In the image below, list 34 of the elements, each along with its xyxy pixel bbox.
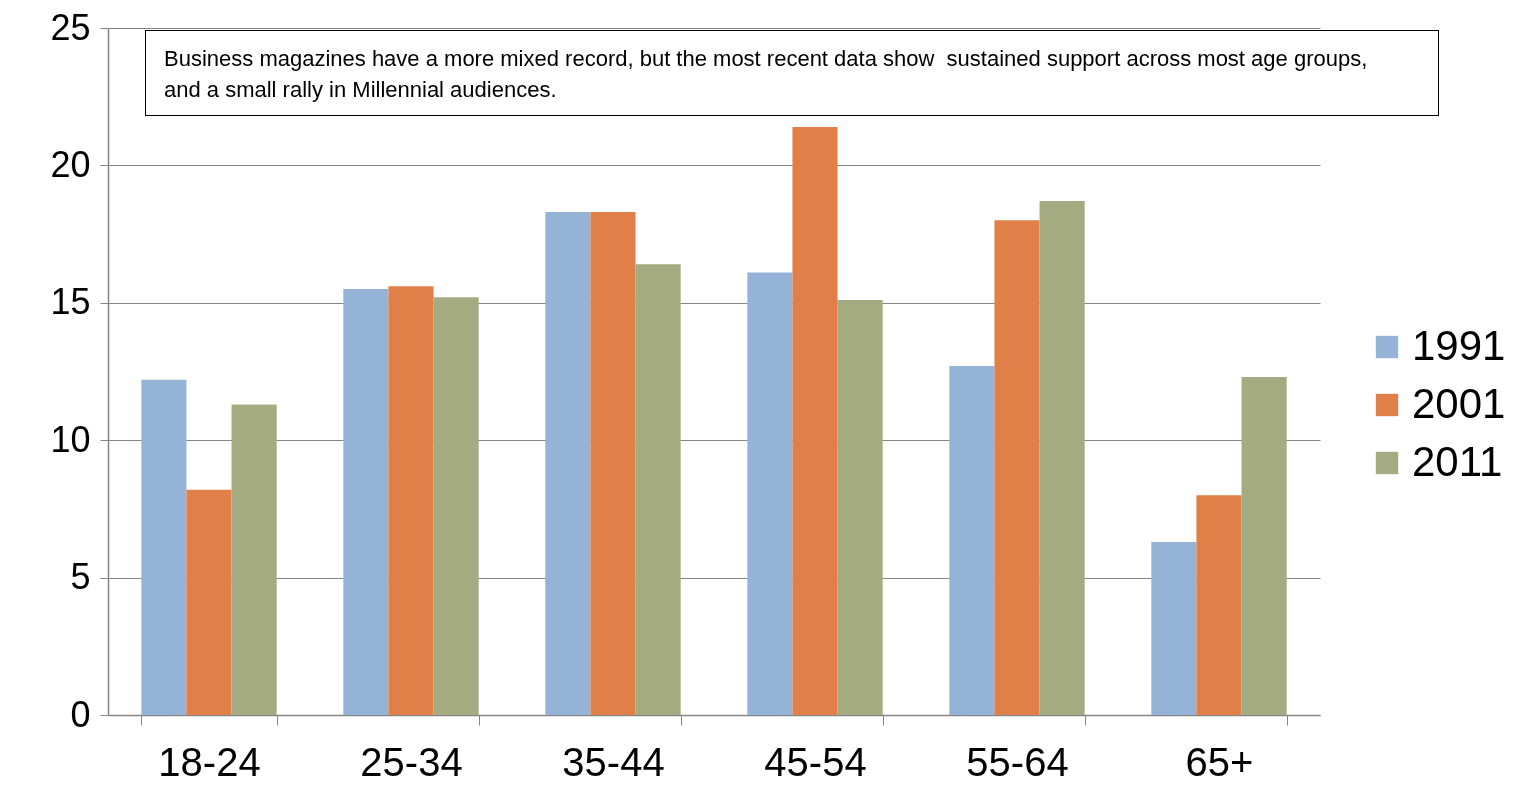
x-tick-label: 55-64	[966, 739, 1069, 784]
bar	[792, 126, 838, 715]
bar	[433, 297, 479, 715]
bar	[343, 289, 389, 715]
y-tick-label: 20	[50, 143, 91, 185]
bar	[994, 220, 1040, 715]
bar	[1039, 201, 1085, 715]
legend-label: 2011	[1412, 438, 1503, 485]
y-tick-label: 15	[50, 281, 91, 323]
bar	[388, 286, 434, 715]
bar	[1196, 495, 1242, 715]
bar	[747, 272, 793, 715]
x-tick-label: 25-34	[360, 739, 463, 784]
bar	[635, 264, 681, 715]
legend-label: 2001	[1412, 380, 1506, 427]
bar	[590, 212, 636, 715]
bar	[231, 404, 277, 715]
y-tick-label: 10	[50, 418, 91, 460]
bar	[141, 379, 187, 715]
legend-label: 1991	[1412, 322, 1506, 369]
bar	[1241, 377, 1287, 715]
x-tick-label: 45-54	[764, 739, 867, 784]
x-tick-label: 65+	[1185, 739, 1254, 784]
x-tick-label: 35-44	[562, 739, 665, 784]
y-tick-label: 5	[70, 556, 91, 598]
x-tick-label: 18-24	[158, 739, 261, 784]
bar	[1151, 541, 1197, 715]
bar	[545, 212, 591, 715]
y-tick-label: 0	[70, 693, 91, 735]
bar	[837, 300, 883, 715]
y-tick-label: 25	[50, 6, 91, 48]
note-box: Business magazines have a more mixed record, but the most recent data show sustained support across most age groups, and a small rally in Millennial audiences.	[145, 30, 1439, 116]
bar	[949, 366, 995, 715]
bar	[186, 489, 232, 715]
